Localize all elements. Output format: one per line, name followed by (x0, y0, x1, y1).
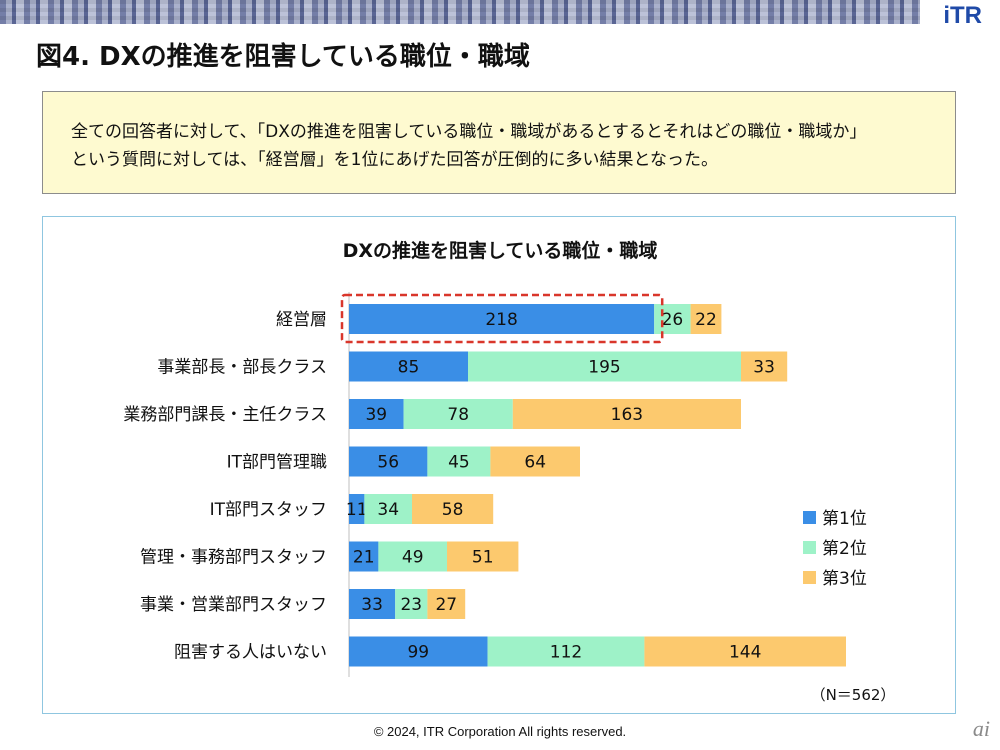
watermark-logo: ai (972, 716, 990, 741)
data-label: 163 (611, 405, 643, 425)
chart-panel: DXの推進を阻害している職位・職域経営層 218 26 22 事業部長・部長クラス 85 1… (42, 216, 956, 714)
bar-segment (427, 589, 466, 619)
data-label: 144 (729, 643, 761, 663)
bar-segment (395, 589, 428, 619)
data-label: 49 (402, 548, 424, 568)
summary-box: 全ての回答者に対して、「DXの推進を阻害している職位・職域があるとするとそれはど… (42, 91, 956, 194)
data-label: 112 (550, 643, 582, 663)
bar-segment (349, 446, 428, 477)
header-band (0, 0, 920, 24)
summary-line-1: 全ての回答者に対して、「DXの推進を阻害している職位・職域があるとするとそれはど… (71, 122, 867, 142)
category-label: 業務部門課長・主任クラス (123, 405, 327, 425)
legend-swatch (803, 571, 816, 584)
data-label: 33 (753, 358, 775, 378)
legend-label: 第1位 (822, 509, 867, 529)
data-label: 64 (524, 453, 546, 473)
bar-segment (364, 494, 412, 524)
legend-label: 第2位 (822, 539, 867, 559)
data-label: 58 (442, 500, 464, 520)
category-label: 管理・事務部門スタッフ (140, 548, 327, 568)
category-label: 事業部長・部長クラス (157, 358, 327, 378)
chart-title: DXの推進を阻害している職位・職域 (343, 239, 658, 262)
legend-label: 第3位 (822, 569, 867, 589)
data-label: 85 (398, 358, 420, 378)
bar-segment (487, 636, 645, 667)
bar-segment (644, 636, 846, 667)
bar-segment (349, 541, 379, 572)
legend-swatch (803, 511, 816, 524)
bar-segment (427, 446, 491, 477)
data-label: 27 (435, 595, 457, 615)
data-label: 99 (407, 643, 429, 663)
bar-segment (412, 494, 494, 524)
category-label: 阻害する人はいない (174, 643, 327, 663)
bar-segment (490, 446, 580, 477)
page-title: 図4. DXの推進を阻害している職位・職域 (36, 42, 530, 72)
bar-segment (741, 351, 788, 382)
bar-segment (468, 351, 741, 382)
category-label: IT部門スタッフ (210, 500, 327, 520)
data-label: 26 (662, 310, 684, 330)
copyright-footer: © 2024, ITR Corporation All rights reser… (373, 724, 627, 739)
bar-segment (349, 636, 488, 667)
highlight-frame (340, 293, 664, 344)
itr-logo: iTR (943, 2, 982, 29)
data-label: 21 (353, 548, 375, 568)
data-label: 39 (365, 405, 387, 425)
category-label: 事業・営業部門スタッフ (140, 595, 327, 615)
data-label: 22 (695, 310, 717, 330)
bar-segment (654, 304, 691, 334)
category-label: 経営層 (276, 310, 327, 330)
bar-segment (349, 589, 396, 619)
bar-segment (447, 541, 519, 572)
bar-segment (690, 304, 722, 334)
bar-segment (403, 399, 513, 429)
bar-segment (512, 399, 741, 429)
data-label: 78 (447, 405, 469, 425)
summary-line-2: という質問に対しては、「経営層」を1位にあげた回答が圧倒的に多い結果となった。 (71, 150, 718, 170)
bar-segment (349, 304, 655, 334)
legend-swatch (803, 541, 816, 554)
data-label: 11 (346, 500, 368, 520)
bar-segment (378, 541, 447, 572)
sample-size-note: （N＝562） (811, 686, 896, 704)
data-label: 23 (400, 595, 422, 615)
bar-segment (349, 399, 404, 429)
data-label: 33 (361, 595, 383, 615)
data-label: 56 (377, 453, 399, 473)
bar-segment (349, 351, 468, 382)
bar-segment (349, 494, 365, 524)
category-label: IT部門管理職 (227, 453, 327, 473)
data-label: 195 (588, 358, 620, 378)
data-label: 34 (377, 500, 399, 520)
data-label: 45 (448, 453, 470, 473)
data-label: 51 (472, 548, 494, 568)
data-label: 218 (485, 310, 517, 330)
